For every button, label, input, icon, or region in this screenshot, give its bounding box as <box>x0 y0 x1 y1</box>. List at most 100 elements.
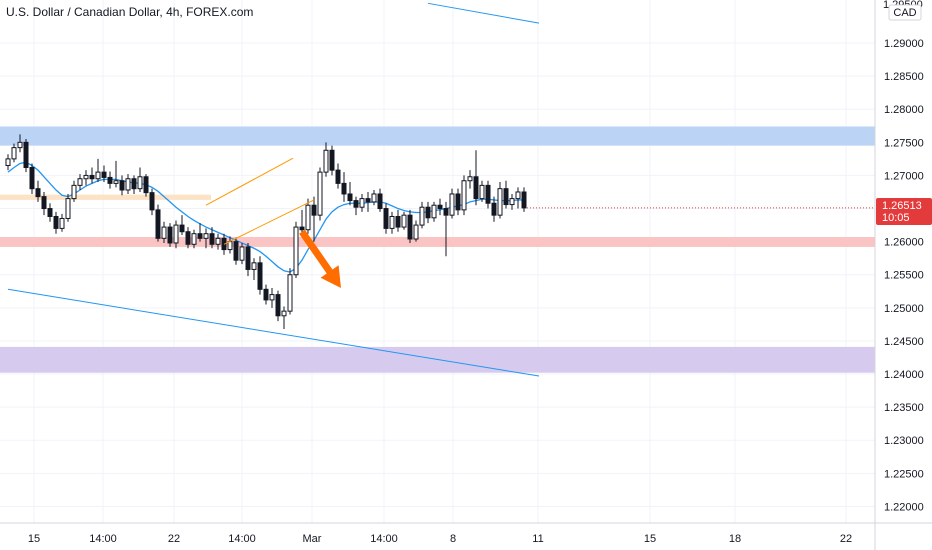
candle <box>77 174 83 191</box>
candle <box>491 196 497 222</box>
price-tick-label: 1.28500 <box>884 71 924 83</box>
support-zone <box>0 237 875 247</box>
candle <box>371 190 377 206</box>
forecast-arrow-shape <box>299 229 341 288</box>
candle <box>365 191 371 212</box>
candle-body-up <box>269 294 275 301</box>
candle-body-down <box>383 208 389 229</box>
price-tick-label: 1.26000 <box>884 237 924 249</box>
time-tick-label: 14:00 <box>89 533 117 545</box>
candle <box>5 154 11 171</box>
candle-body-up <box>113 180 119 184</box>
candle-body-up <box>497 188 503 216</box>
candle <box>407 209 413 243</box>
candle-body-up <box>11 147 17 160</box>
candle-body-down <box>425 206 431 219</box>
price-tick-label: 1.23000 <box>884 435 924 447</box>
candle <box>29 163 35 194</box>
candle <box>131 175 137 194</box>
candle-body-up <box>137 176 143 190</box>
candle-body-up <box>77 178 83 186</box>
candle-body-down <box>149 192 155 211</box>
candle <box>95 158 101 183</box>
candle-body-up <box>515 191 521 200</box>
candle-body-down <box>473 176 479 200</box>
candle-body-down <box>185 231 191 245</box>
candle-body-down <box>143 176 149 194</box>
price-tick-label: 1.24500 <box>884 336 924 348</box>
candle-body-down <box>353 200 359 208</box>
candles <box>5 134 527 330</box>
candle-body-down <box>395 215 401 228</box>
candle-body-down <box>377 193 383 210</box>
candle <box>137 167 143 192</box>
candle-body-up <box>83 174 89 180</box>
candle-body-up <box>401 214 407 228</box>
candle <box>251 258 257 281</box>
candle <box>113 160 119 188</box>
forecast-arrow <box>299 229 341 288</box>
candle <box>515 187 521 209</box>
candle-body-down <box>245 246 251 270</box>
price-tick-label: 1.27500 <box>884 137 924 149</box>
candle <box>263 284 269 305</box>
candle-body-up <box>65 198 71 219</box>
drawing-lines <box>7 2 875 377</box>
candle-body-up <box>479 184 485 200</box>
candle-body-up <box>305 204 311 231</box>
candle <box>437 198 443 216</box>
time-axis[interactable]: 15 14:00 22 14:00 Mar 14:00 8 11 15 18 22 <box>28 533 852 545</box>
current-price-badge: 1.26513 10:05 <box>876 198 932 225</box>
candle <box>35 180 41 202</box>
candle <box>53 211 59 234</box>
candle-body-down <box>29 166 35 190</box>
candle <box>269 287 275 308</box>
candle <box>83 170 89 186</box>
price-tick-label: 1.29000 <box>884 38 924 50</box>
candle <box>383 203 389 234</box>
candle-body-down <box>491 202 497 216</box>
resistance-zone <box>0 126 875 146</box>
candle-body-down <box>167 226 173 244</box>
currency-badge[interactable] <box>888 4 922 21</box>
candle-body-up <box>5 158 11 167</box>
price-axis[interactable]: 1.29000 1.28500 1.28000 1.27500 1.27000 1.265… <box>884 38 924 513</box>
candle <box>281 306 287 330</box>
time-tick-label: 22 <box>840 533 852 545</box>
countdown-timer: 10:05 <box>882 212 910 224</box>
minor-zone <box>0 194 211 200</box>
candle-body-up <box>419 206 425 226</box>
candle <box>341 172 347 202</box>
candle <box>257 256 263 295</box>
candle <box>449 188 455 219</box>
candle-body-down <box>209 233 215 245</box>
moving-average-line <box>7 161 524 273</box>
currency-label: CAD <box>893 7 916 19</box>
price-tick-label: 1.25500 <box>884 270 924 282</box>
candle <box>11 143 17 163</box>
price-tick-label: 1.25000 <box>884 303 924 315</box>
candle <box>299 209 305 236</box>
candle <box>359 193 365 212</box>
price-tick-label: 1.24000 <box>884 369 924 381</box>
candle <box>215 233 221 250</box>
candle-body-up <box>509 198 515 206</box>
time-tick-label: 22 <box>168 533 180 545</box>
candle <box>161 221 167 243</box>
candle <box>191 229 197 249</box>
candle <box>473 150 479 206</box>
candle-body-down <box>89 174 95 180</box>
price-tick-label: 1.28000 <box>884 104 924 116</box>
price-zones <box>0 126 875 373</box>
candle-body-up <box>449 193 455 216</box>
candle <box>23 139 29 173</box>
candle <box>101 165 107 183</box>
candle-body-down <box>299 226 305 231</box>
candle-body-up <box>359 198 365 208</box>
time-tick-label: 14:00 <box>370 533 398 545</box>
candle-body-down <box>107 176 113 184</box>
candle <box>185 227 191 249</box>
current-price-value: 1.26513 <box>882 200 922 212</box>
